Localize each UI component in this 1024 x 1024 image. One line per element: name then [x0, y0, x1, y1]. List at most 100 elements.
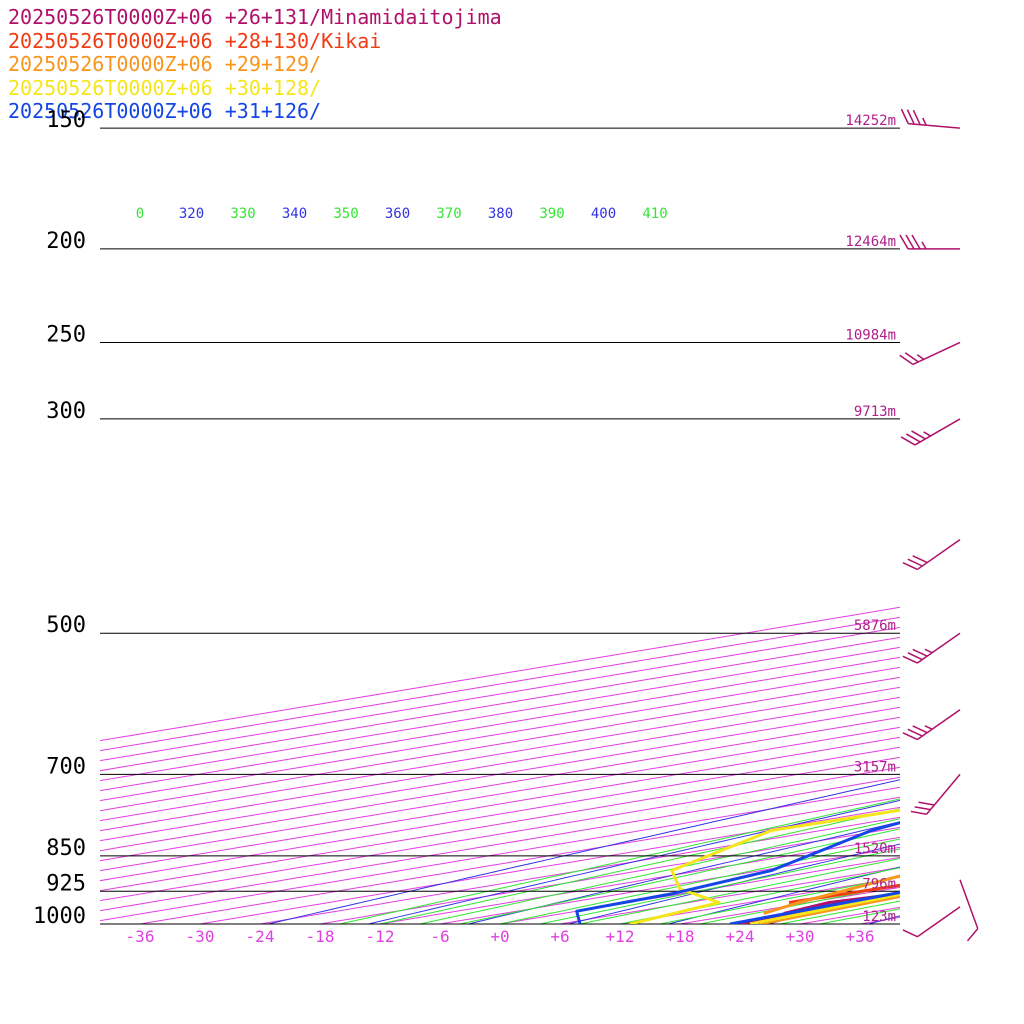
wind-barb-flag	[910, 810, 927, 815]
wind-barb-flag	[905, 433, 921, 443]
height-label: 3157m	[854, 759, 896, 775]
isotherm-line	[100, 736, 900, 872]
wind-barb-flag	[914, 806, 931, 811]
wind-barb-flag	[907, 652, 923, 661]
isotherm-line	[259, 816, 900, 924]
wind-barb-half-flag	[924, 648, 933, 654]
wind-barb-flag	[912, 109, 921, 125]
moist-adiabat-line	[779, 900, 900, 924]
isotherm-line	[139, 796, 900, 924]
isotherm-line	[100, 616, 900, 752]
isotherm-line	[100, 716, 900, 852]
theta-label: 360	[385, 206, 410, 222]
wind-barb-staff	[912, 341, 961, 366]
isotherm-line	[379, 836, 900, 924]
isotherm-line	[100, 706, 900, 842]
pressure-tick-label: 500	[46, 613, 86, 638]
wind-barb-staff	[916, 632, 961, 664]
temperature-tick-label: +24	[726, 927, 755, 946]
height-label: 796m	[862, 876, 896, 892]
wind-barb-flag	[900, 436, 916, 446]
temperature-profile-2	[759, 894, 900, 924]
wind-barb	[902, 632, 961, 664]
temperature-tick-label: -30	[186, 927, 215, 946]
theta-label: 380	[488, 206, 513, 222]
height-label: 5876m	[854, 618, 896, 634]
pressure-tick-label: 1000	[33, 904, 86, 929]
wind-barb-flag	[912, 648, 928, 657]
wind-barb-flag	[904, 352, 919, 363]
dewpoint-profile-3	[629, 808, 900, 924]
isotherm-line	[799, 906, 900, 924]
moist-adiabat-line	[579, 858, 900, 924]
temperature-tick-label: -18	[306, 927, 335, 946]
wind-barb	[900, 418, 961, 446]
temperature-tick-label: +12	[606, 927, 635, 946]
isotherm-line	[100, 646, 900, 782]
dry-adiabat-line	[668, 866, 900, 924]
temperature-tick-label: -12	[366, 927, 395, 946]
moist-adiabat-line	[659, 876, 900, 924]
wind-barb-staff	[916, 906, 961, 938]
pressure-tick-label: 700	[46, 754, 86, 779]
dewpoint-profile-2	[763, 874, 900, 915]
isotherm-line	[439, 846, 900, 924]
temperature-tick-label: -6	[430, 927, 449, 946]
pressure-tick-label: 300	[46, 399, 86, 424]
temperature-tick-label: +0	[490, 927, 509, 946]
pressure-tick-label: 850	[46, 836, 86, 861]
height-label: 1520m	[854, 841, 896, 857]
theta-label: 0	[136, 206, 144, 222]
wind-barb	[910, 773, 961, 815]
theta-label: 320	[179, 206, 204, 222]
dry-adiabat-line	[468, 821, 900, 924]
legend: 20250526T0000Z+06 +26+131/Minamidaitojim…	[8, 5, 502, 124]
isotherm-line	[739, 896, 900, 924]
wind-barb-staff	[908, 122, 961, 129]
pressure-tick-label: 250	[46, 322, 86, 347]
wind-barb-staff	[916, 539, 961, 571]
legend-entry-kikai: 20250526T0000Z+06 +28+130/Kikai	[8, 28, 382, 53]
dewpoint-profile-0	[783, 892, 900, 915]
moist-adiabat-line	[539, 848, 900, 924]
legend-entry-31-126: 20250526T0000Z+06 +31+126/	[8, 99, 322, 123]
dry-adiabat-line	[768, 890, 900, 924]
wind-barb-flag	[907, 728, 923, 737]
wind-barb-flag	[900, 108, 909, 124]
wind-barb-half-flag	[916, 354, 925, 360]
wind-barb-half-flag	[924, 725, 933, 730]
legend-entry-minamidaitojima: 20250526T0000Z+06 +26+131/Minamidaitojim…	[8, 5, 502, 29]
wind-barb-flag	[907, 558, 923, 567]
theta-label: 390	[539, 206, 564, 222]
height-label: 12464m	[845, 234, 896, 250]
theta-label: 350	[333, 206, 358, 222]
wind-barb-flag	[899, 354, 914, 366]
wind-barb-half-flag	[923, 431, 931, 437]
isotherm-line	[100, 686, 900, 822]
temperature-tick-label: -36	[126, 927, 155, 946]
wind-barb-half-flag	[921, 241, 927, 250]
isotherm-line	[100, 666, 900, 802]
isotherm-line	[100, 746, 900, 882]
wind-barb-staff	[959, 879, 979, 929]
wind-barb	[902, 539, 961, 571]
wind-barb-flag	[911, 234, 921, 250]
isotherm-line	[100, 726, 900, 862]
moist-adiabat-line	[459, 828, 900, 924]
height-label: 123m	[862, 909, 896, 925]
wind-barb	[959, 879, 979, 942]
legend-entry-30-128: 20250526T0000Z+06 +30+128/	[8, 75, 322, 100]
isotherm-line	[100, 636, 900, 772]
isotherm-line	[319, 826, 900, 924]
theta-label: 330	[230, 206, 255, 222]
legend-entry-29-129: 20250526T0000Z+06 +29+129/	[8, 52, 322, 76]
wind-barb-staff	[926, 773, 961, 815]
dewpoint-profile-4	[575, 821, 900, 924]
isotherm-line	[100, 756, 900, 892]
height-label: 10984m	[845, 327, 896, 343]
wind-barb	[899, 341, 961, 366]
dry-adiabat-line	[568, 843, 900, 924]
dry-adiabat-line	[368, 799, 900, 924]
theta-label: 410	[642, 206, 667, 222]
